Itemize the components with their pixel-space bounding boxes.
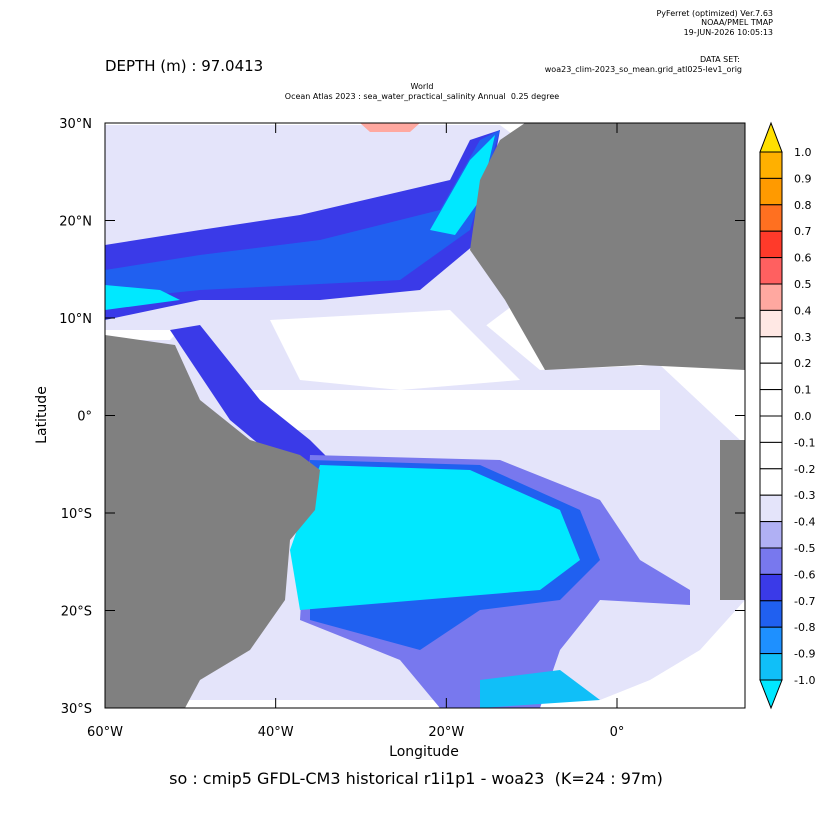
south-cyan2 xyxy=(480,670,600,708)
colorbar-label: -0.3 xyxy=(794,489,815,502)
dataset: woa23_clim-2023_so_mean.grid_atl025-lev1… xyxy=(545,65,742,74)
y-tick-label: 0° xyxy=(77,410,92,425)
colorbar-label: 0.2 xyxy=(794,357,812,370)
colorbar-band xyxy=(759,626,783,655)
colorbar-label: 1.0 xyxy=(794,146,812,159)
colorbar-band xyxy=(759,204,783,232)
y-tick-label: 20°S xyxy=(61,605,92,620)
colorbar-label: -0.4 xyxy=(794,516,815,529)
colorbar-band xyxy=(759,283,783,311)
colorbar-label: -1.0 xyxy=(794,674,815,687)
colorbar-label: -0.6 xyxy=(794,568,815,581)
colorbar-label: 0.6 xyxy=(794,252,812,265)
y-axis-label: Latitude xyxy=(34,386,50,444)
axes: 60°W 40°W 20°W 0° 30°N 20°N 10°N 0° 10°S 20°S 30°S xyxy=(59,117,745,740)
x-axis-label: Longitude xyxy=(389,744,459,760)
colorbar-band xyxy=(759,653,783,681)
colorbar-band xyxy=(759,336,783,364)
colorbar-label: 0.3 xyxy=(794,331,812,344)
colorbar-band xyxy=(759,362,783,391)
dataset-label: DATA SET: xyxy=(700,55,740,64)
pink-patch xyxy=(360,123,420,132)
colorbar-label: 0.4 xyxy=(794,304,812,317)
y-tick-label: 30°S xyxy=(61,702,92,717)
africa-south xyxy=(720,440,745,600)
south-cyan xyxy=(290,465,580,610)
x-tick-label: 60°W xyxy=(87,725,123,740)
colorbar-band xyxy=(759,177,783,206)
x-tick-label: 40°W xyxy=(258,725,294,740)
colorbar-label: -0.8 xyxy=(794,621,815,634)
colorbar-band xyxy=(759,415,783,443)
north-white xyxy=(270,310,520,390)
north-cyan xyxy=(430,135,495,235)
map-field xyxy=(104,122,746,709)
depth: DEPTH (m) : 97.0413 xyxy=(105,57,263,75)
colorbar-band xyxy=(759,389,783,417)
y-tick-label: 10°S xyxy=(61,507,92,522)
colorbar-bottom xyxy=(759,679,783,710)
colorbar-band xyxy=(759,309,783,338)
colorbar-label: -0.2 xyxy=(794,463,815,476)
colorbar-band xyxy=(759,521,783,549)
colorbar-label: 0.1 xyxy=(794,384,812,397)
colorbar-label: -0.9 xyxy=(794,648,815,661)
colorbar-label: 0.0 xyxy=(794,410,812,423)
colorbar-band xyxy=(759,547,783,575)
colorbar-band xyxy=(759,151,783,179)
colorbar-band xyxy=(759,441,783,470)
north-blue2 xyxy=(105,130,500,300)
colorbar-label: -0.7 xyxy=(794,595,815,608)
y-tick-label: 30°N xyxy=(59,117,92,132)
timestamp: 19-JUN-2026 10:05:13 xyxy=(684,28,773,37)
colorbar-label: 0.8 xyxy=(794,199,812,212)
caption: so : cmip5 GFDL-CM3 historical r1i1p1 - … xyxy=(169,769,663,788)
colorbar-label: 0.9 xyxy=(794,172,812,185)
colorbar-label: 0.7 xyxy=(794,225,812,238)
org: NOAA/PMEL TMAP xyxy=(701,18,773,27)
colorbar-band xyxy=(759,494,783,523)
coast-blue xyxy=(170,325,330,470)
title-line2: Ocean Atlas 2023 : sea_water_practical_s… xyxy=(285,92,560,101)
colorbar-label: -0.1 xyxy=(794,436,815,449)
africa xyxy=(470,123,745,370)
eq-white xyxy=(250,390,660,430)
colorbar-label: -0.5 xyxy=(794,542,815,555)
y-tick-label: 20°N xyxy=(59,215,92,230)
colorbar-band xyxy=(759,600,783,628)
colorbar-top xyxy=(759,121,783,153)
colorbar-band xyxy=(759,573,783,602)
colorbar-band xyxy=(759,230,783,259)
south-america xyxy=(105,335,320,708)
colorbar-band xyxy=(759,257,783,285)
colorbar-band xyxy=(759,468,783,496)
nw-cyan xyxy=(105,285,180,310)
title-line1: World xyxy=(411,82,434,91)
x-tick-label: 20°W xyxy=(428,725,464,740)
x-tick-label: 0° xyxy=(610,725,625,740)
colorbar-label: 0.5 xyxy=(794,278,812,291)
colorbar: 1.0 0.9 0.8 0.7 0.6 0.5 0.4 0.3 0.2 0.1 0.0 -0.1 -0.… xyxy=(759,121,815,710)
y-tick-label: 10°N xyxy=(59,312,92,327)
program: PyFerret (optimized) Ver.7.63 xyxy=(656,9,773,18)
